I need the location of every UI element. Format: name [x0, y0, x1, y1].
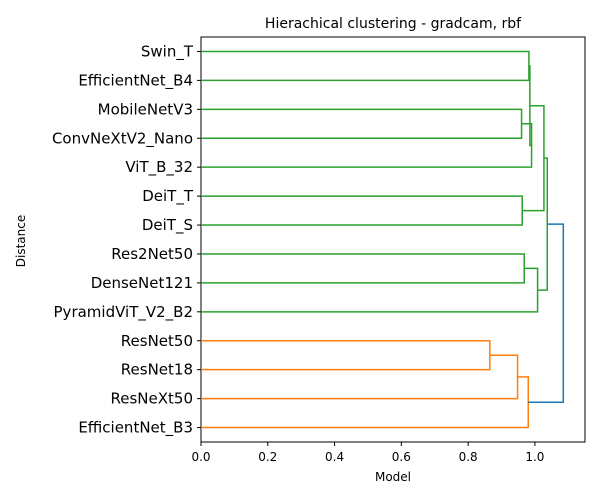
leaf-label: DeiT_S — [142, 216, 193, 235]
leaf-label: Res2Net50 — [111, 245, 193, 263]
leaf-label: EfficientNet_B3 — [78, 419, 193, 438]
leaf-label: ViT_B_32 — [125, 158, 193, 177]
leaf-label: DeiT_T — [142, 187, 194, 206]
dendrogram-link — [201, 354, 519, 400]
dendrogram-marks: Swin_T EfficientNet_B4 MobileNetV3 ConvNeXt… — [52, 42, 565, 464]
x-tick-label: 0.0 — [191, 450, 210, 464]
plot-area-frame — [200, 36, 586, 443]
dendrogram-link — [537, 157, 549, 291]
x-tick-label: 0.6 — [392, 450, 411, 464]
y-axis-label: Distance — [14, 215, 28, 267]
dendrogram-link — [201, 340, 491, 371]
chart-title: Hierachical clustering - gradcam, rbf — [265, 16, 522, 32]
dendrogram-link — [201, 253, 525, 284]
x-tick-label: 0.2 — [258, 450, 277, 464]
x-tick-label: 0.4 — [325, 450, 344, 464]
leaf-label: ResNet18 — [121, 361, 193, 379]
dendrogram-link — [201, 267, 539, 313]
x-tick-label: 1.0 — [525, 450, 544, 464]
leaf-label: MobileNetV3 — [98, 100, 193, 118]
leaf-label: EfficientNet_B4 — [78, 71, 193, 90]
x-axis-label: Model — [375, 470, 411, 484]
dendrogram-link — [201, 195, 523, 226]
dendrogram-link — [522, 104, 545, 212]
dendrogram-link — [201, 108, 523, 139]
dendrogram-link — [201, 50, 530, 82]
dendrogram-link — [201, 376, 529, 429]
leaf-label: ConvNeXtV2_Nano — [52, 129, 193, 148]
leaf-label: Swin_T — [141, 42, 194, 61]
leaf-label: ResNet50 — [121, 332, 193, 350]
dendrogram-link — [201, 123, 533, 168]
dendrogram-link — [528, 223, 565, 403]
x-tick-label: 0.8 — [459, 450, 478, 464]
leaf-label: ResNeXt50 — [111, 390, 194, 408]
leaf-label: DenseNet121 — [91, 274, 193, 292]
leaf-label: PyramidViT_V2_B2 — [54, 303, 193, 322]
